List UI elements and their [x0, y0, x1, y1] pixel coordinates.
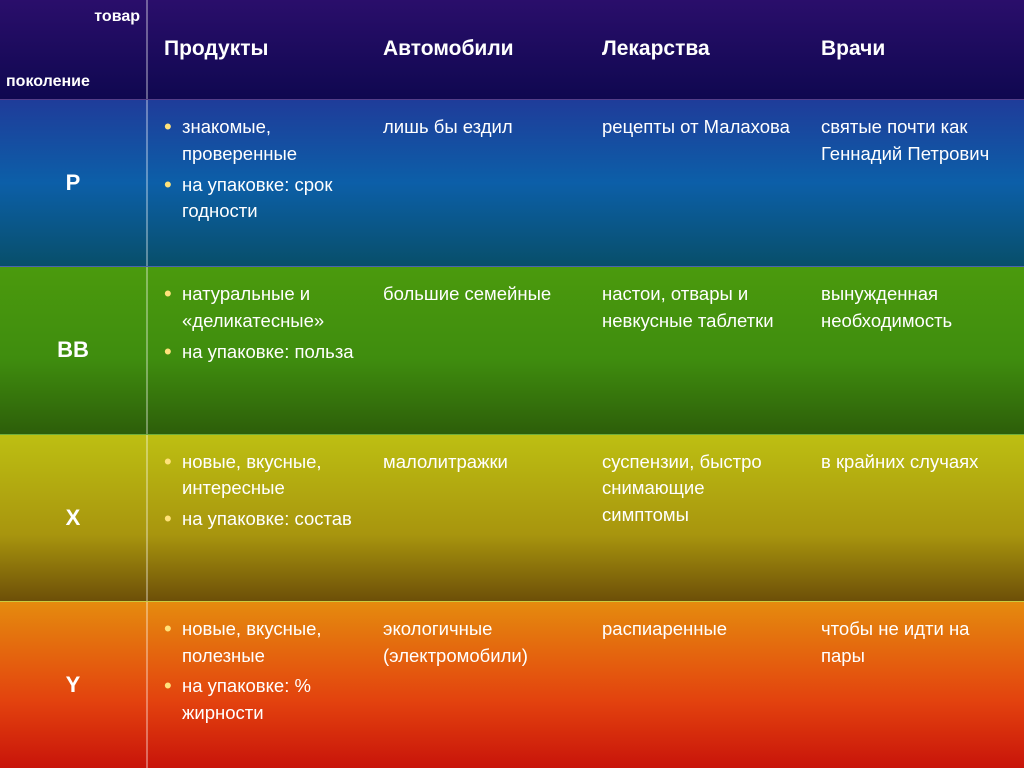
cell-x-medicine: суспензии, быстро снимающие симптомы	[586, 435, 805, 601]
bullet-list: натуральные и «деликатесные» на упаковке…	[164, 281, 355, 365]
row-label-bb: BB	[0, 267, 148, 433]
cell-bb-medicine: настои, отвары и невкусные таблетки	[586, 267, 805, 433]
list-item: на упаковке: срок годности	[164, 172, 355, 226]
cell-bb-products: натуральные и «деликатесные» на упаковке…	[148, 267, 367, 433]
cell-y-medicine: распиаренные	[586, 602, 805, 768]
row-label-y: Y	[0, 602, 148, 768]
col-header-doctors: Врачи	[805, 0, 1024, 99]
cell-bb-cars: большие семейные	[367, 267, 586, 433]
col-header-products: Продукты	[148, 0, 367, 99]
list-item: натуральные и «деликатесные»	[164, 281, 355, 335]
row-label-p: P	[0, 100, 148, 266]
list-item: новые, вкусные, интересные	[164, 449, 355, 503]
corner-top-label: товар	[6, 8, 140, 26]
list-item: знакомые, проверенные	[164, 114, 355, 168]
row-generation-bb: BB натуральные и «деликатесные» на упако…	[0, 267, 1024, 434]
col-header-medicine: Лекарства	[586, 0, 805, 99]
col-header-cars: Автомобили	[367, 0, 586, 99]
cell-y-doctors: чтобы не идти на пары	[805, 602, 1024, 768]
cell-p-products: знакомые, проверенные на упаковке: срок …	[148, 100, 367, 266]
list-item: на упаковке: % жирности	[164, 673, 355, 727]
row-generation-y: Y новые, вкусные, полезные на упаковке: …	[0, 602, 1024, 768]
cell-x-doctors: в крайних случаях	[805, 435, 1024, 601]
cell-p-medicine: рецепты от Малахова	[586, 100, 805, 266]
corner-bottom-label: поколение	[6, 73, 140, 91]
cell-y-cars: экологичные (электромобили)	[367, 602, 586, 768]
bullet-list: новые, вкусные, полезные на упаковке: % …	[164, 616, 355, 727]
row-label-x: X	[0, 435, 148, 601]
cell-x-cars: малолитражки	[367, 435, 586, 601]
row-generation-p: P знакомые, проверенные на упаковке: сро…	[0, 100, 1024, 267]
list-item: на упаковке: польза	[164, 339, 355, 366]
cell-x-products: новые, вкусные, интересные на упаковке: …	[148, 435, 367, 601]
cell-y-products: новые, вкусные, полезные на упаковке: % …	[148, 602, 367, 768]
cell-p-cars: лишь бы ездил	[367, 100, 586, 266]
corner-cell: товар поколение	[0, 0, 148, 99]
row-generation-x: X новые, вкусные, интересные на упаковке…	[0, 435, 1024, 602]
header-row: товар поколение Продукты Автомобили Лека…	[0, 0, 1024, 100]
bullet-list: знакомые, проверенные на упаковке: срок …	[164, 114, 355, 225]
generations-goods-table: товар поколение Продукты Автомобили Лека…	[0, 0, 1024, 768]
list-item: новые, вкусные, полезные	[164, 616, 355, 670]
bullet-list: новые, вкусные, интересные на упаковке: …	[164, 449, 355, 533]
cell-bb-doctors: вынужденная необходимость	[805, 267, 1024, 433]
cell-p-doctors: святые почти как Геннадий Петрович	[805, 100, 1024, 266]
list-item: на упаковке: состав	[164, 506, 355, 533]
